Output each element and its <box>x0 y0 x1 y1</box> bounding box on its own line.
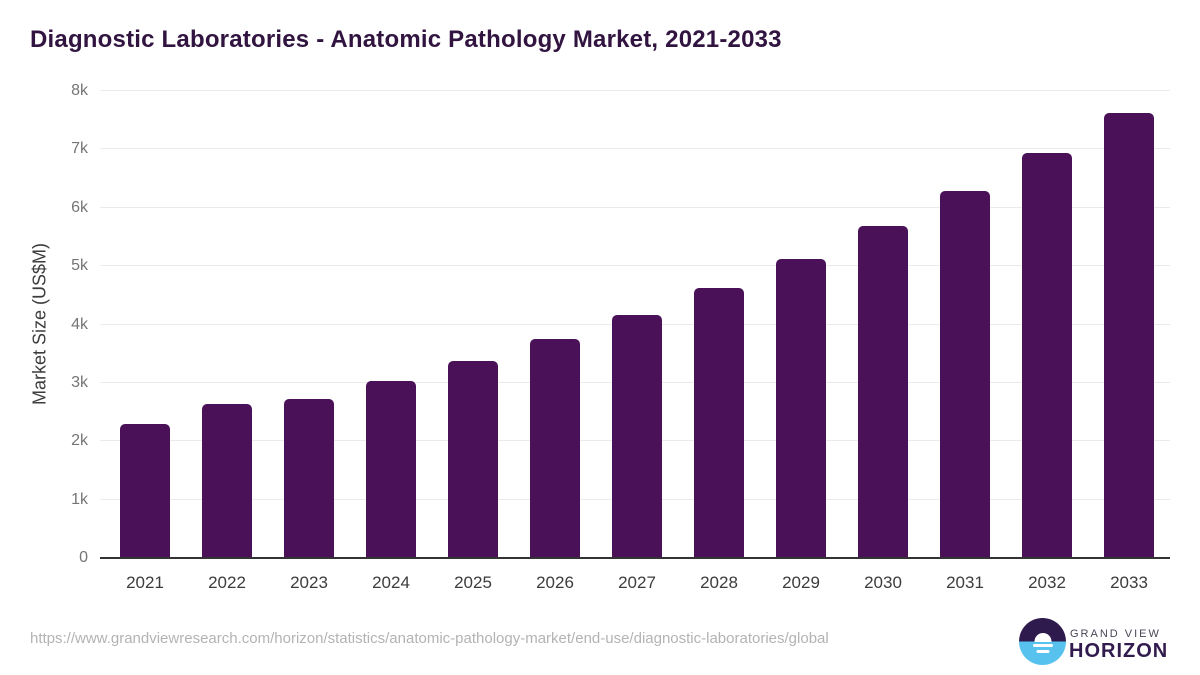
bar-2025 <box>448 361 498 558</box>
x-tick-label-2030: 2030 <box>864 573 902 592</box>
bar-2028 <box>694 288 744 558</box>
y-tick-label-1k: 1k <box>71 490 88 508</box>
horizon-logo-icon <box>1019 618 1066 665</box>
bar-cell-2031 <box>924 190 1006 558</box>
bar-cell-2032 <box>1006 153 1088 558</box>
logo-horizon-line-1 <box>1032 643 1053 648</box>
bar-cell-2022 <box>186 404 268 558</box>
gridline-7k <box>100 148 1170 150</box>
bar-cell-2023 <box>268 398 350 558</box>
x-tick-label-2026: 2026 <box>536 573 574 592</box>
bar-series <box>104 91 1170 558</box>
bar-cell-2028 <box>678 288 760 558</box>
logo-sun-shape <box>1034 632 1051 642</box>
x-tick-label-2025: 2025 <box>454 573 492 592</box>
y-tick-label-8k: 8k <box>71 82 88 99</box>
x-tick-label-2022: 2022 <box>208 573 246 592</box>
bar-cell-2024 <box>350 381 432 558</box>
bar-2032 <box>1022 153 1072 558</box>
bar-2031 <box>940 190 990 558</box>
x-tick-label-2024: 2024 <box>372 573 410 592</box>
logo-grand-view-text: GRAND VIEW <box>1070 628 1161 640</box>
x-axis-tick-labels: 2021 2022 2023 2024 2025 2026 2027 2028 2029 2030… <box>104 572 1170 594</box>
x-axis-line <box>100 557 1170 559</box>
y-tick-label-4k: 4k <box>71 315 88 333</box>
bar-2027 <box>612 315 662 558</box>
y-tick-label-5k: 5k <box>71 257 88 275</box>
x-tick-label-2023: 2023 <box>290 573 328 592</box>
bar-2023 <box>284 398 334 558</box>
bar-cell-2025 <box>432 361 514 558</box>
bar-2026 <box>530 339 580 558</box>
x-tick-label-2029: 2029 <box>782 573 820 592</box>
bar-cell-2027 <box>596 315 678 558</box>
chart-title: Diagnostic Laboratories - Anatomic Patho… <box>30 26 782 53</box>
bar-cell-2026 <box>514 339 596 558</box>
bar-2030 <box>858 226 908 558</box>
x-tick-label-2021: 2021 <box>126 573 164 592</box>
x-tick-label-2033: 2033 <box>1110 573 1148 592</box>
bar-cell-2029 <box>760 258 842 558</box>
bar-2033 <box>1104 112 1154 558</box>
bar-2022 <box>202 404 252 558</box>
bar-cell-2021 <box>104 423 186 558</box>
logo-horizon-text: HORIZON <box>1069 640 1169 662</box>
bar-cell-2033 <box>1088 112 1170 558</box>
x-tick-label-2028: 2028 <box>700 573 738 592</box>
gridline-6k <box>100 206 1170 208</box>
y-tick-label-3k: 3k <box>71 373 88 391</box>
logo-horizon-line-2 <box>1036 649 1049 654</box>
x-tick-label-2027: 2027 <box>618 573 656 592</box>
gridline-8k <box>100 90 1170 91</box>
bar-2021 <box>120 423 170 558</box>
y-axis-tick-labels: 0 1k 2k 3k 4k 5k 6k 7k 8k <box>0 82 96 566</box>
source-url: https://www.grandviewresearch.com/horizo… <box>30 630 829 647</box>
plot-area <box>100 90 1170 559</box>
x-tick-label-2031: 2031 <box>946 573 984 592</box>
bar-2024 <box>366 381 416 558</box>
y-tick-label-0: 0 <box>79 549 88 566</box>
bar-2029 <box>776 258 826 558</box>
gridline-5k <box>100 265 1170 267</box>
y-tick-label-7k: 7k <box>71 140 88 158</box>
bar-cell-2030 <box>842 226 924 558</box>
y-tick-label-6k: 6k <box>71 198 88 216</box>
x-tick-label-2032: 2032 <box>1028 573 1066 592</box>
y-tick-label-2k: 2k <box>71 432 88 450</box>
